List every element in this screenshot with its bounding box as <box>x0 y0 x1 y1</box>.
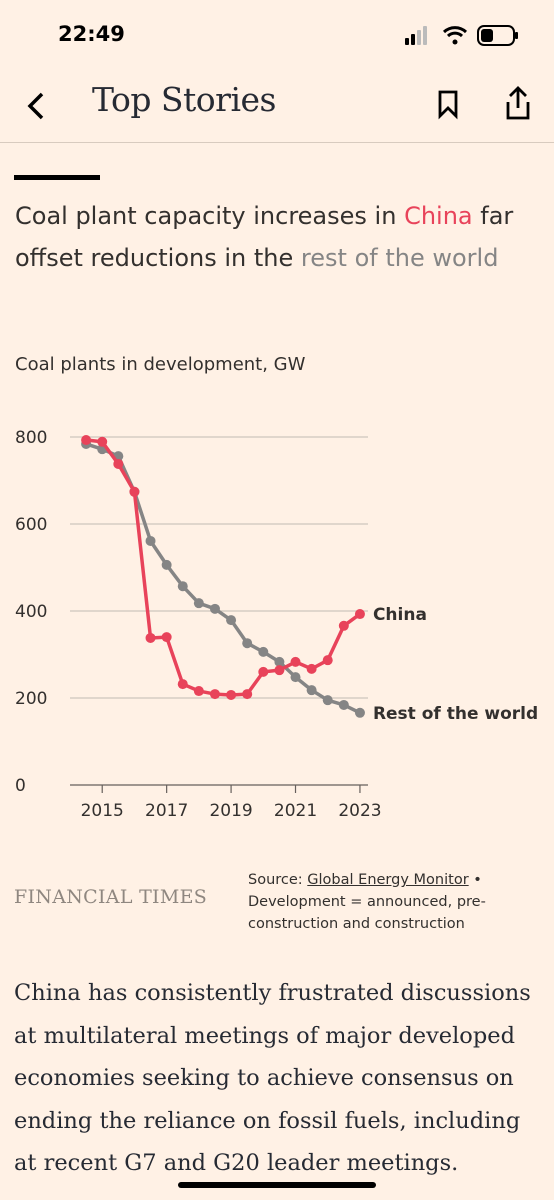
series-label: China <box>373 605 427 625</box>
title-highlight: rest of the world <box>300 244 499 272</box>
data-point <box>354 609 365 620</box>
data-point <box>113 458 124 469</box>
article-text: China has consistently frustrated discus… <box>14 980 531 1176</box>
bookmark-button[interactable] <box>432 86 464 122</box>
data-point <box>242 638 253 649</box>
x-tick-label: 2015 <box>81 801 124 821</box>
brand: FINANCIAL TIMES <box>14 886 208 908</box>
data-point <box>258 646 269 657</box>
data-point <box>322 655 333 666</box>
data-point <box>81 435 92 446</box>
data-point <box>177 679 188 690</box>
series-line <box>85 438 361 697</box>
y-tick-label: 400 <box>15 602 47 622</box>
data-point <box>338 699 349 710</box>
data-point <box>290 672 301 683</box>
y-tick-label: 200 <box>15 689 47 709</box>
status-time: 22:49 <box>58 22 125 46</box>
series-label: Rest of the world <box>373 704 538 724</box>
nav-title: Top Stories <box>92 80 276 119</box>
title-text: far offset reductions in the <box>15 202 514 272</box>
share-button[interactable] <box>500 84 536 124</box>
source: Source: Global Energy Monitor • Developm… <box>248 869 508 935</box>
home-indicator <box>178 1182 376 1188</box>
data-point <box>226 615 237 626</box>
data-point <box>306 663 317 674</box>
chart-subtitle: Coal plants in development, GW <box>15 354 306 375</box>
y-tick-label: 600 <box>15 515 47 535</box>
x-tick-label: 2023 <box>338 801 381 821</box>
chart-title: Coal plant capacity increases in China f… <box>15 195 540 279</box>
source-link[interactable]: Global Energy Monitor <box>307 872 469 888</box>
status-icons <box>405 25 518 46</box>
data-point <box>209 603 220 614</box>
data-point <box>161 559 172 570</box>
chart: 0 200 400 600 800 2015 2017 2019 2021 2023 Rest of… <box>15 428 538 821</box>
data-point <box>258 666 269 677</box>
x-tick-label: 2019 <box>209 801 252 821</box>
data-point <box>209 689 220 700</box>
x-tick-label: 2017 <box>145 801 188 821</box>
data-point <box>306 685 317 696</box>
accent-bar <box>14 175 100 180</box>
data-point <box>161 632 172 643</box>
data-point <box>322 695 333 706</box>
data-point <box>97 436 108 447</box>
data-point <box>193 686 204 697</box>
data-point <box>193 598 204 609</box>
data-point <box>290 656 301 667</box>
source-prefix: Source: <box>248 872 303 888</box>
series-line <box>85 442 361 715</box>
divider <box>0 142 554 143</box>
data-point <box>274 656 285 667</box>
data-point <box>145 535 156 546</box>
y-tick-label: 800 <box>15 428 47 448</box>
data-point <box>226 689 237 700</box>
data-point <box>177 581 188 592</box>
data-point <box>129 486 140 497</box>
data-point <box>242 689 253 700</box>
data-point <box>145 632 156 643</box>
x-tick-label: 2021 <box>274 801 317 821</box>
y-tick-label: 0 <box>15 776 26 796</box>
title-text: Coal plant capacity increases in <box>15 202 397 230</box>
title-highlight: China <box>404 202 473 230</box>
data-point <box>274 665 285 676</box>
data-point <box>338 620 349 631</box>
data-point <box>354 707 365 718</box>
source-note: • Development = announced, pre-construct… <box>248 872 486 932</box>
back-button[interactable] <box>20 88 60 124</box>
